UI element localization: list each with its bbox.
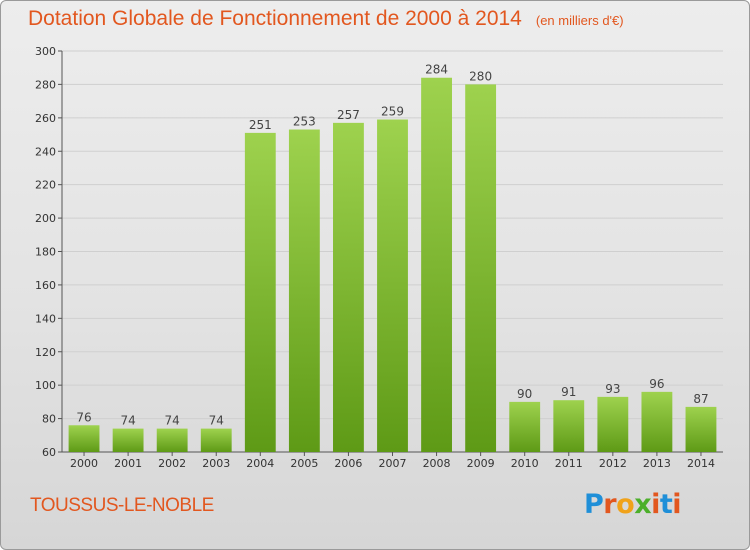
bar-value-label: 74 xyxy=(165,414,180,428)
bar xyxy=(333,122,364,453)
x-tick-label: 2004 xyxy=(246,457,274,470)
logo-letter: P xyxy=(584,489,604,520)
x-tick-label: 2005 xyxy=(290,457,318,470)
bar xyxy=(465,84,497,453)
y-tick-label: 140 xyxy=(35,312,56,325)
labels: 76 2000 74 2001 74 2002 74 2003 251 2004 253 2005 25… xyxy=(70,63,715,470)
bar-value-label: 74 xyxy=(209,414,224,428)
bar xyxy=(421,77,452,452)
y-tick-label: 300 xyxy=(35,45,56,58)
x-tick-label: 2003 xyxy=(202,457,230,470)
logo-letter: t xyxy=(659,489,673,520)
bar-value-label: 284 xyxy=(425,63,448,77)
bar-value-label: 257 xyxy=(337,108,360,122)
bar xyxy=(377,119,408,453)
chart-subtitle: (en milliers d'€) xyxy=(535,13,624,28)
bar-value-label: 90 xyxy=(517,387,532,401)
x-tick-label: 2000 xyxy=(70,457,98,470)
x-tick-label: 2002 xyxy=(158,457,186,470)
bar xyxy=(288,129,320,452)
bars xyxy=(68,77,717,453)
x-tick-label: 2009 xyxy=(467,457,495,470)
y-tick-label: 280 xyxy=(35,78,56,91)
y-tick-label: 180 xyxy=(35,246,56,259)
bar xyxy=(112,428,144,452)
bar xyxy=(156,428,188,452)
bar-value-label: 253 xyxy=(293,115,316,129)
x-tick-label: 2006 xyxy=(334,457,362,470)
bar-value-label: 76 xyxy=(76,410,91,424)
y-tick-label: 60 xyxy=(42,446,56,459)
bar-value-label: 259 xyxy=(381,105,404,119)
y-tick-label: 100 xyxy=(35,379,56,392)
logo-letter: i xyxy=(651,489,660,520)
bar xyxy=(509,401,541,452)
x-tick-label: 2013 xyxy=(643,457,671,470)
y-tick-label: 200 xyxy=(35,212,56,225)
y-tick-label: 260 xyxy=(35,112,56,125)
bar-value-label: 74 xyxy=(120,414,135,428)
y-tick-label: 120 xyxy=(35,346,56,359)
logo-letter: x xyxy=(634,489,652,520)
bar-value-label: 251 xyxy=(249,118,272,132)
bar xyxy=(641,391,673,452)
bar-value-label: 280 xyxy=(469,69,492,83)
place-name: TOUSSUS-LE-NOBLE xyxy=(30,495,214,516)
x-tick-label: 2008 xyxy=(423,457,451,470)
x-tick-label: 2001 xyxy=(114,457,142,470)
bar-value-label: 87 xyxy=(693,392,708,406)
y-tick-label: 240 xyxy=(35,145,56,158)
bar xyxy=(553,400,585,452)
logo-letter: i xyxy=(672,489,682,520)
bar xyxy=(68,425,100,452)
bar xyxy=(244,132,276,452)
bar-value-label: 96 xyxy=(649,377,664,391)
x-tick-label: 2010 xyxy=(511,457,539,470)
bar xyxy=(597,396,629,452)
x-tick-label: 2012 xyxy=(599,457,627,470)
title-text: Dotation Globale de Fonctionnement de 20… xyxy=(28,7,522,30)
x-tick-label: 2007 xyxy=(379,457,407,470)
x-tick-label: 2011 xyxy=(555,457,583,470)
bar xyxy=(200,428,232,452)
y-tick-label: 160 xyxy=(35,279,56,292)
proxiti-logo[interactable]: Proxiti xyxy=(584,489,682,520)
bar-value-label: 91 xyxy=(561,385,576,399)
bar xyxy=(685,406,717,452)
y-tick-label: 80 xyxy=(42,413,56,426)
chart-title: Dotation Globale de Fonctionnement de 20… xyxy=(28,7,624,31)
logo-letter: o xyxy=(616,489,635,520)
bar-value-label: 93 xyxy=(605,382,620,396)
y-tick-label: 220 xyxy=(35,179,56,192)
logo-letter: r xyxy=(603,489,617,520)
x-tick-label: 2014 xyxy=(687,457,715,470)
